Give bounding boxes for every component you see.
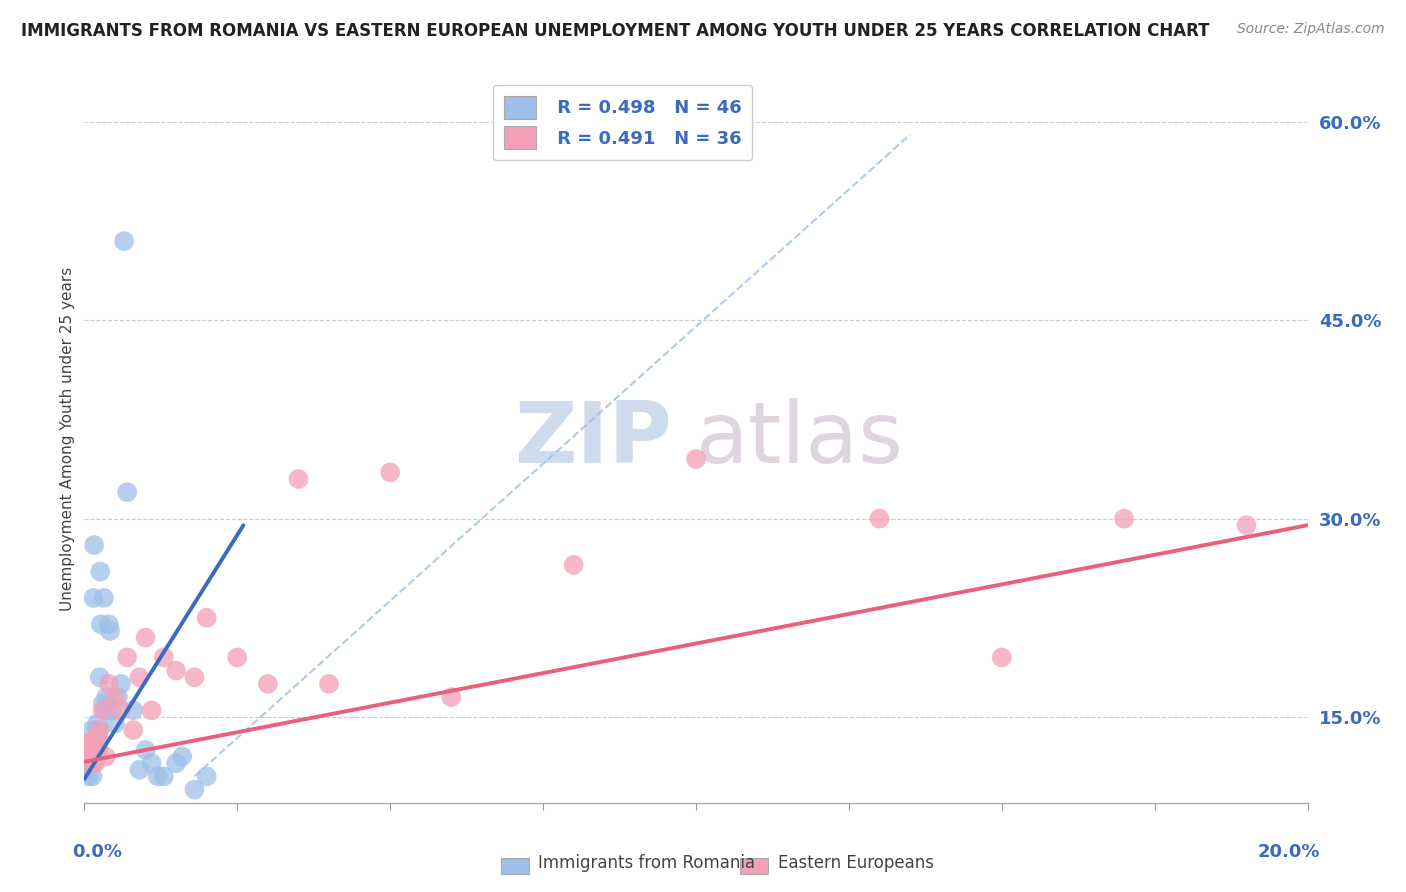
Text: Eastern Europeans: Eastern Europeans [778,854,934,871]
Point [87,730,110,744]
Point [195,769,218,783]
Point [89,723,111,737]
Point [110,677,132,691]
Point [82,769,104,783]
Point [89,565,111,579]
Point [128,670,150,684]
Point [76,736,98,750]
Point [97,677,120,691]
Point [107,690,129,704]
Point [172,749,194,764]
Point [104,690,127,704]
Point [86,723,108,737]
Point [89,670,111,684]
Point [128,763,150,777]
Point [146,769,169,783]
Point [77,749,100,764]
Point [94,749,117,764]
Point [1236,518,1258,533]
Point [135,631,157,645]
Point [869,511,891,525]
Point [112,234,135,248]
Point [135,743,157,757]
Text: IMMIGRANTS FROM ROMANIA VS EASTERN EUROPEAN UNEMPLOYMENT AMONG YOUTH UNDER 25 YE: IMMIGRANTS FROM ROMANIA VS EASTERN EUROP… [21,22,1209,40]
Point [96,690,118,704]
Point [141,703,163,717]
Point [104,716,127,731]
Point [94,703,117,717]
Point [287,472,309,486]
Point [84,756,107,771]
Point [84,743,107,757]
Text: ZIP: ZIP [513,398,672,481]
Point [91,697,114,711]
Point [991,650,1014,665]
Point [77,769,100,783]
Point [195,611,218,625]
Point [115,485,138,500]
Point [122,723,145,737]
Point [82,756,104,771]
Text: 20.0%: 20.0% [1257,843,1320,861]
Point [86,730,108,744]
Text: Source: ZipAtlas.com: Source: ZipAtlas.com [1237,22,1385,37]
Point [98,624,121,638]
Point [685,452,707,467]
Point [101,703,124,717]
Point [257,677,280,691]
Point [226,650,249,665]
Point [79,736,101,750]
Point [83,538,105,552]
Y-axis label: Unemployment Among Youth under 25 years: Unemployment Among Youth under 25 years [60,268,75,611]
Text: atlas: atlas [696,398,904,481]
Point [93,591,115,605]
Point [165,664,187,678]
Point [84,749,107,764]
Point [80,736,103,750]
Legend:  R = 0.498   N = 46,  R = 0.491   N = 36: R = 0.498 N = 46, R = 0.491 N = 36 [494,85,752,161]
Point [83,749,105,764]
Text: Immigrants from Romania: Immigrants from Romania [538,854,755,871]
Point [79,749,101,764]
Point [77,756,100,771]
Point [80,723,103,737]
Point [87,743,110,757]
Point [76,763,98,777]
Point [122,703,145,717]
Point [318,677,340,691]
Point [183,670,205,684]
Bar [501,858,529,874]
Text: 0.0%: 0.0% [72,843,122,861]
Point [153,769,176,783]
Point [97,617,120,632]
Point [86,716,108,731]
Point [153,650,176,665]
Bar [740,858,768,874]
Point [562,558,585,572]
Point [79,743,101,757]
Point [91,703,114,717]
Point [183,782,205,797]
Point [77,749,100,764]
Point [83,591,105,605]
Point [440,690,463,704]
Point [77,756,100,771]
Point [80,756,103,771]
Point [380,466,402,480]
Point [110,703,132,717]
Point [165,756,187,771]
Point [87,723,110,737]
Point [115,650,138,665]
Point [87,736,110,750]
Point [75,756,97,771]
Point [141,756,163,771]
Point [1114,511,1136,525]
Point [90,617,112,632]
Point [83,736,105,750]
